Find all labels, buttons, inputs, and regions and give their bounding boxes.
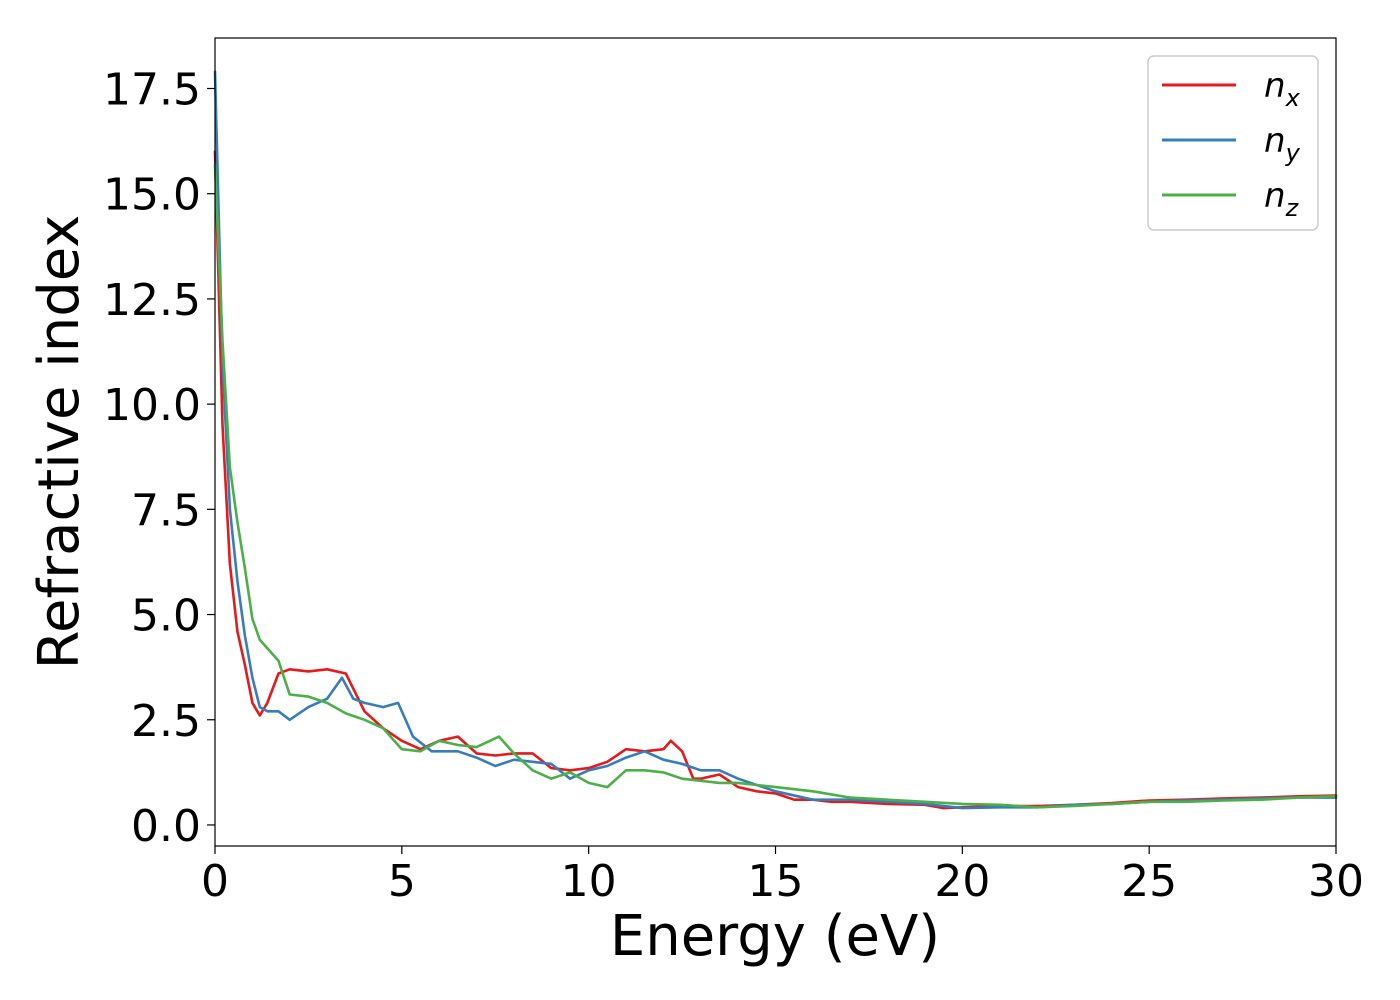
legend-box	[1147, 55, 1319, 231]
x-axis: 0 5 10 15 20 25 30	[201, 846, 1364, 907]
y-tick-label: 2.5	[131, 696, 201, 747]
legend-label-nz: nz	[1264, 176, 1300, 222]
x-tick-label: 15	[748, 856, 804, 907]
x-tick-label: 20	[934, 856, 990, 907]
legend: nx ny nz	[1147, 55, 1319, 231]
y-tick-label: 0.0	[131, 801, 201, 852]
legend-label-nx: nx	[1264, 66, 1301, 112]
x-tick-label: 30	[1308, 856, 1364, 907]
legend-items: nx ny nz	[1162, 66, 1301, 222]
y-tick-label: 10.0	[103, 380, 201, 431]
legend-label-ny: ny	[1264, 121, 1301, 167]
series-layer	[213, 70, 1338, 810]
x-tick-label: 0	[201, 856, 229, 907]
x-tick-label: 5	[388, 856, 416, 907]
y-tick-label: 17.5	[103, 65, 201, 116]
y-axis-title: Refractive index	[27, 215, 92, 670]
y-tick-label: 12.5	[103, 275, 201, 326]
y-axis: 0.0 2.5 5.0 7.5 10.0 12.5 15.0 17.5	[103, 65, 215, 852]
y-tick-label: 15.0	[103, 170, 201, 221]
y-tick-label: 5.0	[131, 591, 201, 642]
x-tick-label: 10	[561, 856, 617, 907]
x-axis-title: Energy (eV)	[610, 904, 940, 969]
x-tick-label: 25	[1121, 856, 1177, 907]
series-line-nz	[213, 163, 1338, 809]
y-tick-label: 7.5	[131, 485, 201, 536]
